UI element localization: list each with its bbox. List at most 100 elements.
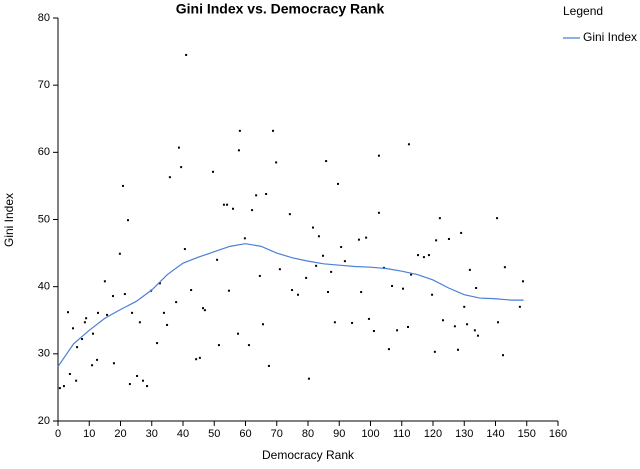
point xyxy=(473,329,476,332)
point xyxy=(372,329,375,332)
point xyxy=(190,289,193,292)
point xyxy=(68,372,71,375)
point xyxy=(502,354,504,357)
point xyxy=(460,231,463,234)
point xyxy=(431,293,434,296)
point xyxy=(333,321,336,324)
point xyxy=(312,226,314,229)
point xyxy=(106,313,109,316)
point xyxy=(122,184,124,187)
point xyxy=(402,287,404,290)
point xyxy=(377,154,380,157)
point xyxy=(142,379,144,382)
point xyxy=(410,273,413,276)
point xyxy=(217,344,220,347)
point xyxy=(417,254,419,257)
point xyxy=(422,256,425,259)
point xyxy=(522,280,524,283)
x-tick-label: 140 xyxy=(486,428,504,440)
point xyxy=(216,258,219,261)
point xyxy=(203,309,206,312)
point xyxy=(258,274,261,277)
point xyxy=(288,213,291,216)
point xyxy=(156,342,159,345)
y-tick-label: 20 xyxy=(38,415,50,427)
point xyxy=(247,344,250,347)
point xyxy=(212,170,214,173)
point xyxy=(183,248,186,251)
point xyxy=(195,358,198,361)
point xyxy=(305,276,308,279)
point xyxy=(76,346,79,349)
point xyxy=(307,377,310,380)
point xyxy=(435,239,438,242)
y-tick-label: 70 xyxy=(38,79,50,91)
point xyxy=(128,383,131,386)
point xyxy=(96,358,99,361)
x-tick-label: 90 xyxy=(333,428,345,440)
point xyxy=(327,291,329,294)
point xyxy=(175,301,178,304)
point xyxy=(518,305,521,308)
point xyxy=(433,350,436,353)
x-tick-label: 50 xyxy=(208,428,220,440)
point xyxy=(453,325,456,328)
point xyxy=(67,311,69,314)
point xyxy=(222,203,225,206)
point xyxy=(123,293,126,296)
chart-title: Gini Index vs. Democracy Rank xyxy=(176,1,385,17)
x-tick-label: 70 xyxy=(271,428,283,440)
x-tick-label: 30 xyxy=(146,428,158,440)
point xyxy=(365,236,368,239)
point xyxy=(97,311,99,314)
point xyxy=(146,385,149,388)
point xyxy=(251,209,254,212)
x-tick-label: 60 xyxy=(239,428,251,440)
smooth-line xyxy=(57,243,524,367)
point xyxy=(162,311,165,314)
point xyxy=(202,307,204,310)
point xyxy=(475,287,478,290)
point xyxy=(272,129,274,132)
x-tick-label: 0 xyxy=(55,428,61,440)
point xyxy=(351,321,354,324)
point xyxy=(275,161,278,164)
x-tick-label: 20 xyxy=(114,428,126,440)
point xyxy=(503,266,506,269)
point xyxy=(291,289,294,292)
x-tick-label: 100 xyxy=(361,428,379,440)
point xyxy=(457,348,459,351)
point xyxy=(72,327,74,330)
y-tick-label: 60 xyxy=(38,146,50,158)
point xyxy=(136,374,139,377)
point xyxy=(237,149,240,152)
point xyxy=(91,364,94,367)
point xyxy=(360,291,363,294)
legend-title: Legend xyxy=(563,4,603,18)
point xyxy=(463,305,466,308)
x-tick-label: 10 xyxy=(83,428,95,440)
point xyxy=(438,217,441,220)
point xyxy=(158,282,161,285)
point xyxy=(315,264,318,267)
point xyxy=(238,129,241,132)
point xyxy=(83,321,86,324)
point xyxy=(180,166,183,169)
point xyxy=(330,270,333,273)
point xyxy=(227,289,230,292)
point xyxy=(232,207,234,210)
point xyxy=(198,356,201,359)
point xyxy=(407,143,410,146)
point xyxy=(447,237,450,240)
point xyxy=(118,252,121,255)
point xyxy=(255,194,258,197)
point xyxy=(343,260,346,263)
y-tick-label: 80 xyxy=(38,12,50,24)
point xyxy=(185,53,188,56)
x-tick-label: 110 xyxy=(393,428,411,440)
legend-label: Gini Index xyxy=(583,30,637,44)
point xyxy=(325,160,328,163)
point xyxy=(177,146,180,149)
